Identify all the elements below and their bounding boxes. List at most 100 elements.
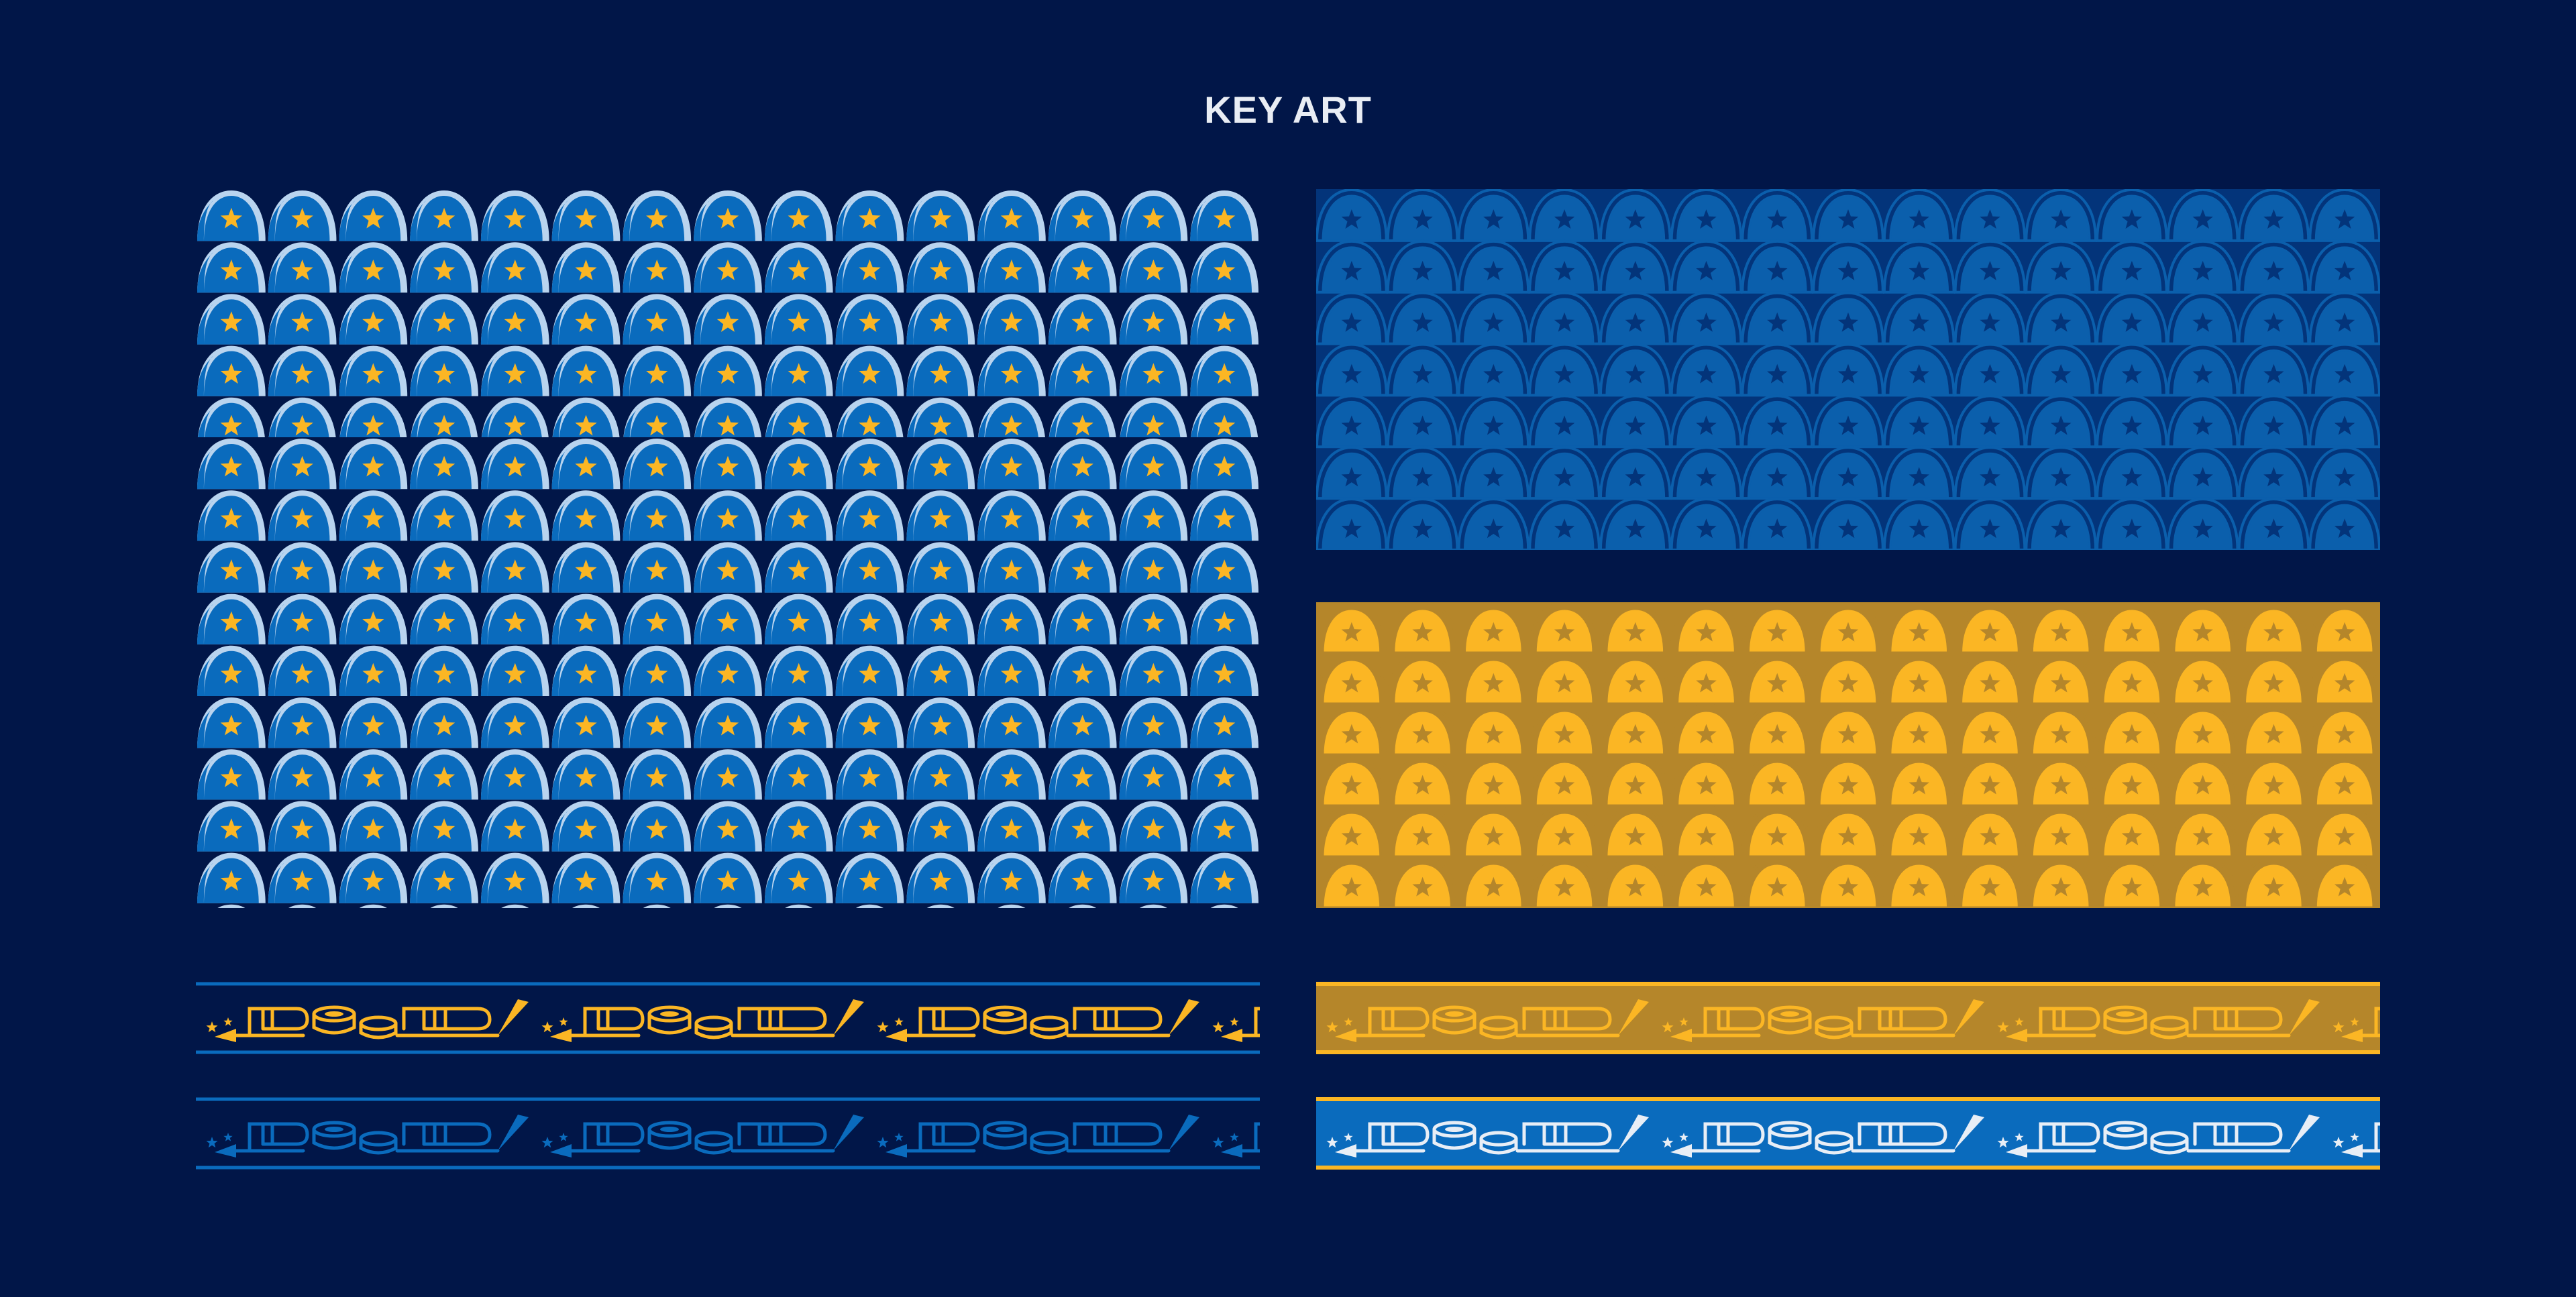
arch-tile	[197, 697, 266, 748]
arch-tile	[1882, 446, 1955, 500]
arch-tile	[1457, 754, 1530, 807]
arch-tile	[694, 697, 762, 748]
arch-tile	[1882, 652, 1955, 706]
arch-tile	[1670, 291, 1743, 345]
arch-tile	[2308, 291, 2380, 345]
arch-tile	[1741, 189, 1814, 242]
arch-tile	[2237, 805, 2310, 858]
arch-tile	[480, 294, 549, 345]
arch-tile	[1316, 652, 1388, 706]
arch-tile	[694, 294, 762, 345]
arch-tile	[339, 645, 408, 696]
arch-tile	[694, 852, 762, 903]
arch-tile	[268, 645, 337, 696]
arch-tile	[2237, 394, 2310, 449]
arch-tile	[2166, 343, 2239, 397]
arch-tile	[2096, 754, 2168, 807]
arch-tile	[1119, 542, 1188, 593]
arch-tile	[835, 749, 904, 800]
arch-tile	[1528, 602, 1601, 655]
arch-tile	[1882, 754, 1955, 807]
arch-tile	[1316, 394, 1388, 449]
arch-tile	[197, 801, 266, 852]
arch-tile	[1599, 652, 1672, 706]
arch-tile	[1882, 239, 1955, 294]
arch-tile	[1953, 189, 2027, 242]
arch-tile	[977, 749, 1046, 800]
arch-tile	[694, 645, 762, 696]
arch-tile	[764, 594, 833, 644]
arch-tile	[977, 242, 1046, 293]
arch-tile	[551, 852, 621, 903]
arch-tile	[2308, 856, 2380, 908]
arch-tile	[1316, 446, 1388, 500]
arch-tile	[764, 697, 833, 748]
border-svg	[196, 1097, 1260, 1170]
arch-tile	[764, 645, 833, 696]
arch-tile	[977, 345, 1046, 396]
arch-tile	[410, 852, 478, 903]
arch-tile	[1528, 239, 1601, 294]
arch-tile	[765, 397, 833, 437]
arch-tile	[1599, 498, 1672, 550]
trumpet-drum-motif	[206, 999, 529, 1042]
arch-tile	[197, 490, 266, 541]
arch-tile	[1741, 602, 1814, 655]
arch-tile	[1457, 446, 1530, 500]
arch-tile	[2166, 446, 2239, 500]
arch-tile	[623, 242, 692, 293]
arch-tile	[480, 749, 549, 800]
arch-tile	[1953, 446, 2027, 500]
arch-tile	[1741, 394, 1814, 449]
arch-tile	[2025, 856, 2098, 908]
arch-tile	[764, 345, 833, 396]
arch-tile	[197, 242, 266, 293]
arch-tile	[1528, 703, 1601, 756]
arch-tile	[1528, 446, 1601, 500]
arch-tile	[977, 439, 1046, 490]
arch-tile	[1528, 343, 1601, 397]
arch-tile	[2237, 602, 2310, 655]
arch-tile	[197, 749, 266, 800]
arch-tile	[480, 242, 549, 293]
arch-tile	[268, 190, 337, 241]
arch-tile	[906, 594, 975, 644]
arch-tile	[1048, 490, 1117, 541]
arch-tile	[1386, 394, 1459, 449]
trumpet-drum-motif	[877, 1115, 1199, 1158]
arch-tile	[268, 852, 337, 903]
arch-tile	[1741, 754, 1814, 807]
arch-tile	[197, 294, 266, 345]
arch-tile	[1119, 439, 1188, 490]
arch-tile	[977, 852, 1046, 903]
arch-tile	[339, 801, 408, 852]
arch-tile	[197, 594, 266, 644]
arch-tile	[926, 904, 955, 908]
arch-tile	[1119, 490, 1188, 541]
arch-tile	[2096, 239, 2168, 294]
arch-tile	[268, 749, 337, 800]
arch-tile	[1741, 343, 1814, 397]
arch-tile	[1670, 602, 1743, 655]
trumpet-drum-motif	[1212, 1007, 1260, 1042]
arch-tile	[1953, 343, 2027, 397]
arch-tile	[977, 645, 1046, 696]
arch-tile	[2025, 498, 2098, 550]
arch-tile	[906, 697, 975, 748]
arch-tile	[1528, 189, 1601, 242]
arch-tile	[1386, 856, 1459, 908]
arch-tile	[2025, 239, 2098, 294]
arch-tile	[764, 490, 833, 541]
arch-tile	[1140, 904, 1167, 908]
arch-tile	[359, 904, 387, 908]
arch-tile	[623, 345, 692, 396]
arch-tile	[268, 697, 337, 748]
arch-pattern-svg	[196, 189, 1260, 437]
arch-tile	[1953, 754, 2027, 807]
border-strip-white-on-blue	[1316, 1097, 2380, 1170]
arch-tile	[1741, 239, 1814, 294]
arch-tile	[2237, 856, 2310, 908]
arch-tile	[1670, 239, 1743, 294]
arch-tile	[1528, 394, 1601, 449]
trumpet-drum-motif	[877, 999, 1199, 1042]
